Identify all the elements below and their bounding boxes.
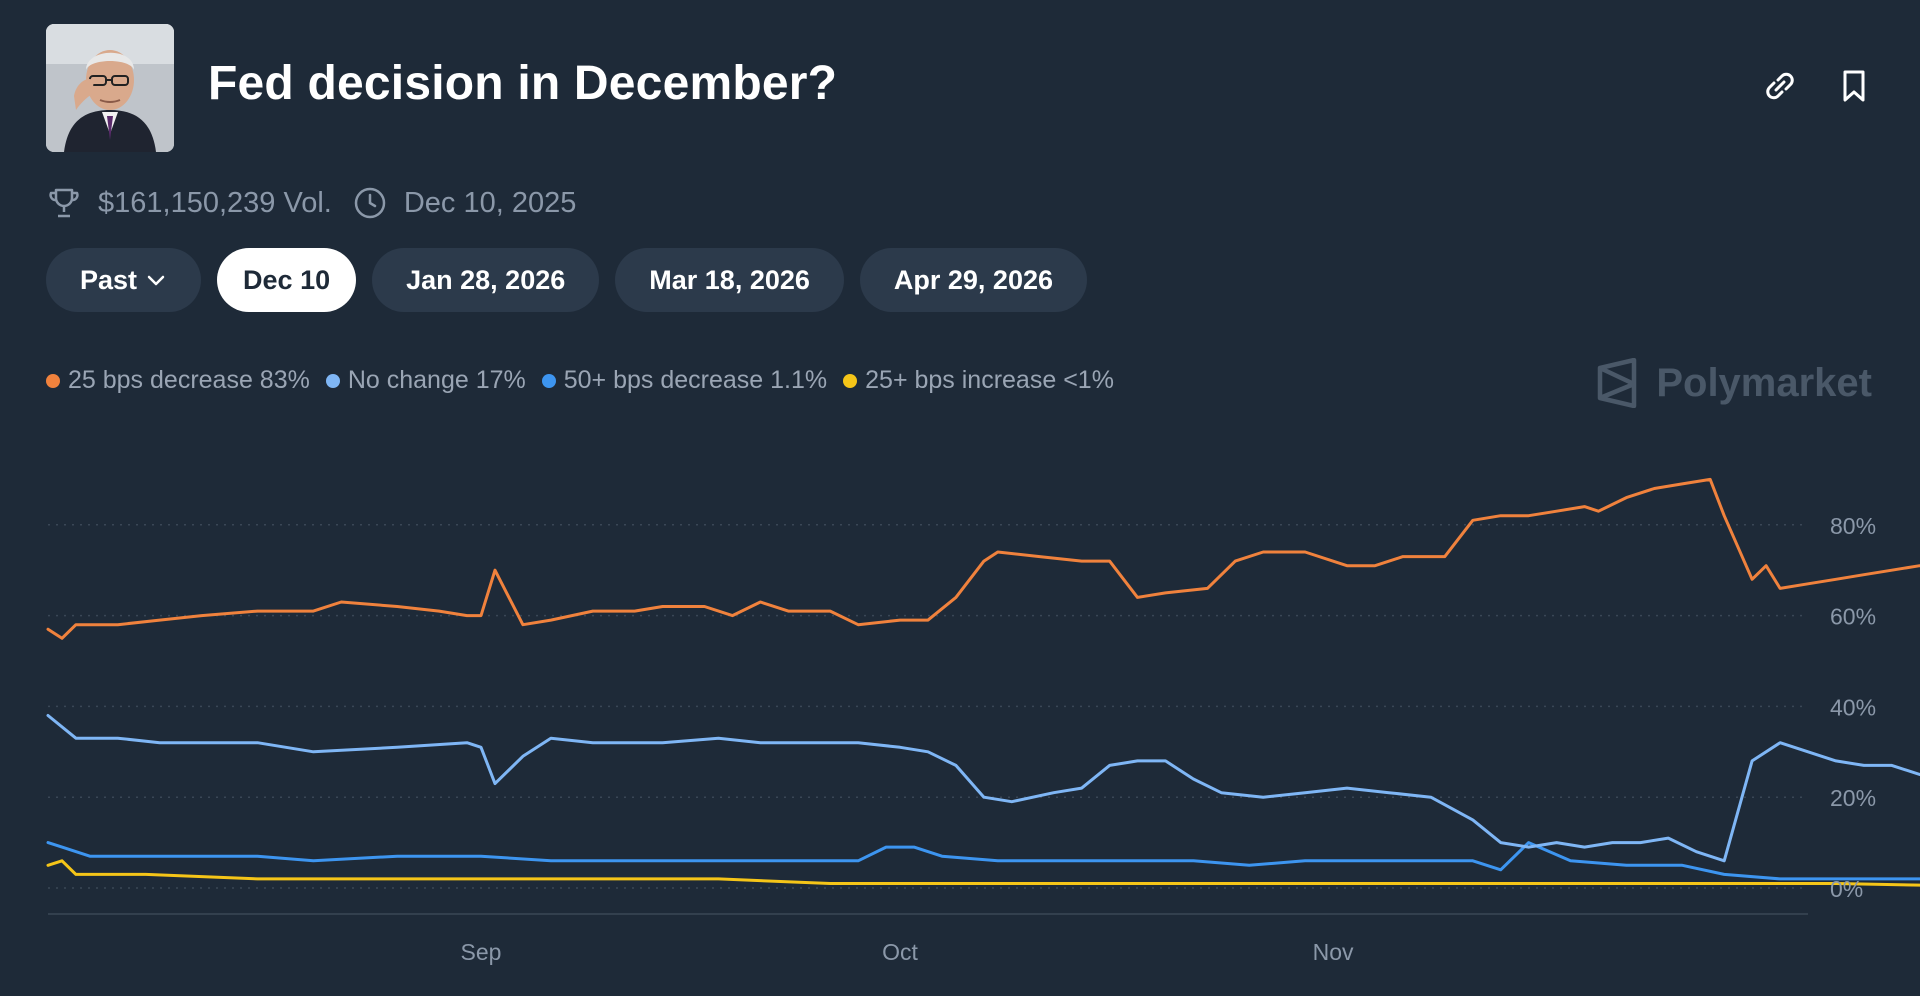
legend-label: 25+ bps increase <1% <box>865 366 1114 394</box>
legend-dot <box>325 373 340 388</box>
legend-label: No change 17% <box>347 366 526 394</box>
legend-dot <box>843 373 858 388</box>
bookmark-icon[interactable] <box>1834 66 1874 106</box>
polymarket-logo: Polymarket <box>1596 358 1872 408</box>
tab-mar-18-2026[interactable]: Mar 18, 2026 <box>615 248 844 312</box>
tab-label: Jan 28, 2026 <box>406 264 566 295</box>
tab-apr-29-2026[interactable]: Apr 29, 2026 <box>859 248 1087 312</box>
header-actions <box>1760 66 1874 106</box>
volume-info: $161,150,239 Vol. <box>46 185 332 221</box>
trophy-icon <box>49 188 79 218</box>
y-axis: 0% 20% 40% 60% 80% <box>1830 513 1876 902</box>
series-line-25-bps-decrease[interactable] <box>46 477 1920 788</box>
legend-entry[interactable]: 50+ bps decrease 1.1% <box>541 366 828 395</box>
market-avatar <box>46 24 174 152</box>
market-meta: $161,150,239 Vol. Dec 10, 2025 <box>46 182 576 224</box>
x-axis: Sep Oct Nov <box>461 939 1354 965</box>
legend-label: 50+ bps decrease 1.1% <box>563 366 828 394</box>
portrait-image <box>46 24 174 152</box>
y-tick-label: 80% <box>1830 513 1876 539</box>
series-line-no-change[interactable] <box>46 570 1920 863</box>
date-tabs: Past Dec 10 Jan 28, 2026 Mar 18, 2026 Ap… <box>46 248 1087 312</box>
tab-dec-10[interactable]: Dec 10 <box>217 248 357 312</box>
x-tick-label: Sep <box>461 939 502 965</box>
link-icon[interactable] <box>1760 66 1800 106</box>
x-tick-label: Nov <box>1313 939 1354 965</box>
date-info: Dec 10, 2025 <box>352 185 577 221</box>
series-line-25-bps-increase[interactable] <box>46 859 1920 887</box>
y-tick-label: 60% <box>1830 604 1876 630</box>
legend-entry[interactable]: 25+ bps increase <1% <box>843 366 1114 395</box>
y-tick-label: 40% <box>1830 694 1876 720</box>
legend-dot <box>541 373 556 388</box>
tab-label: Past <box>80 264 138 295</box>
y-tick-label: 0% <box>1830 876 1863 902</box>
chart-series <box>46 477 1920 887</box>
legend-entry[interactable]: 25 bps decrease 83% <box>46 366 310 395</box>
x-tick-label: Oct <box>882 939 918 965</box>
y-tick-label: 20% <box>1830 785 1876 811</box>
clock-icon <box>354 187 386 219</box>
end-date-text: Dec 10, 2025 <box>403 186 577 219</box>
tab-jan-28-2026[interactable]: Jan 28, 2026 <box>372 248 600 312</box>
market-title: Fed decision in December? <box>208 57 838 110</box>
tab-label: Dec 10 <box>243 264 331 295</box>
volume-text: $161,150,239 Vol. <box>98 186 332 219</box>
chart-grid <box>48 524 1808 915</box>
tab-label: Mar 18, 2026 <box>649 264 810 295</box>
polymarket-logo-icon <box>1598 358 1637 408</box>
series-line-50-bps-decrease[interactable] <box>46 841 1920 883</box>
brand-name: Polymarket <box>1656 360 1872 405</box>
legend-label: 25 bps decrease 83% <box>68 366 310 394</box>
tab-past[interactable]: Past <box>46 248 202 312</box>
legend-entry[interactable]: No change 17% <box>325 366 526 395</box>
chevron-down-icon <box>147 275 165 286</box>
chart-legend: 25 bps decrease 83% No change 17% 50+ bp… <box>46 366 1114 395</box>
tab-label: Apr 29, 2026 <box>893 264 1053 295</box>
legend-dot <box>46 373 60 388</box>
market-header: Fed decision in December? <box>46 24 1874 152</box>
